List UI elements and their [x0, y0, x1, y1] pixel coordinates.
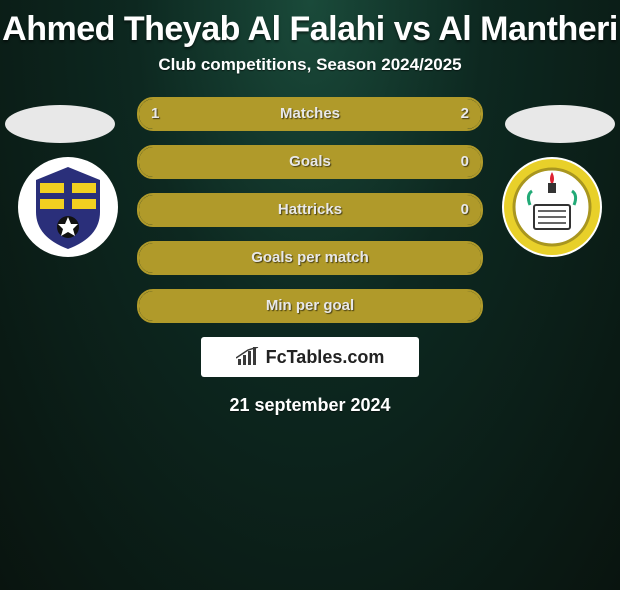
snapshot-date: 21 september 2024: [0, 395, 620, 416]
stat-value-right: 2: [461, 99, 469, 129]
left-club-shield-icon: [18, 157, 118, 257]
left-player-oval: [5, 105, 115, 143]
branding-badge: FcTables.com: [201, 337, 419, 377]
stat-bar: Goals0: [137, 145, 483, 179]
stat-label: Goals per match: [139, 243, 481, 273]
stat-value-left: 1: [151, 99, 159, 129]
comparison-arena: Matches12Goals0Hattricks0Goals per match…: [0, 97, 620, 323]
bar-chart-icon: [236, 347, 260, 367]
stat-value-right: 0: [461, 147, 469, 177]
right-player-oval: [505, 105, 615, 143]
subtitle: Club competitions, Season 2024/2025: [0, 55, 620, 75]
page-title: Ahmed Theyab Al Falahi vs Al Mantheri: [0, 10, 620, 49]
stat-value-right: 0: [461, 195, 469, 225]
stat-label: Min per goal: [139, 291, 481, 321]
stat-bar: Goals per match: [137, 241, 483, 275]
stat-label: Matches: [139, 99, 481, 129]
stat-bar: Hattricks0: [137, 193, 483, 227]
stat-label: Hattricks: [139, 195, 481, 225]
left-club-badge: [18, 157, 118, 257]
branding-text: FcTables.com: [266, 347, 385, 368]
right-club-badge: [502, 157, 602, 257]
stat-bar: Matches1 2: [137, 97, 483, 131]
right-club-emblem-icon: [502, 157, 602, 257]
stat-bar: Min per goal: [137, 289, 483, 323]
stat-bars: Matches12Goals0Hattricks0Goals per match…: [137, 97, 483, 323]
stat-label: Goals: [139, 147, 481, 177]
